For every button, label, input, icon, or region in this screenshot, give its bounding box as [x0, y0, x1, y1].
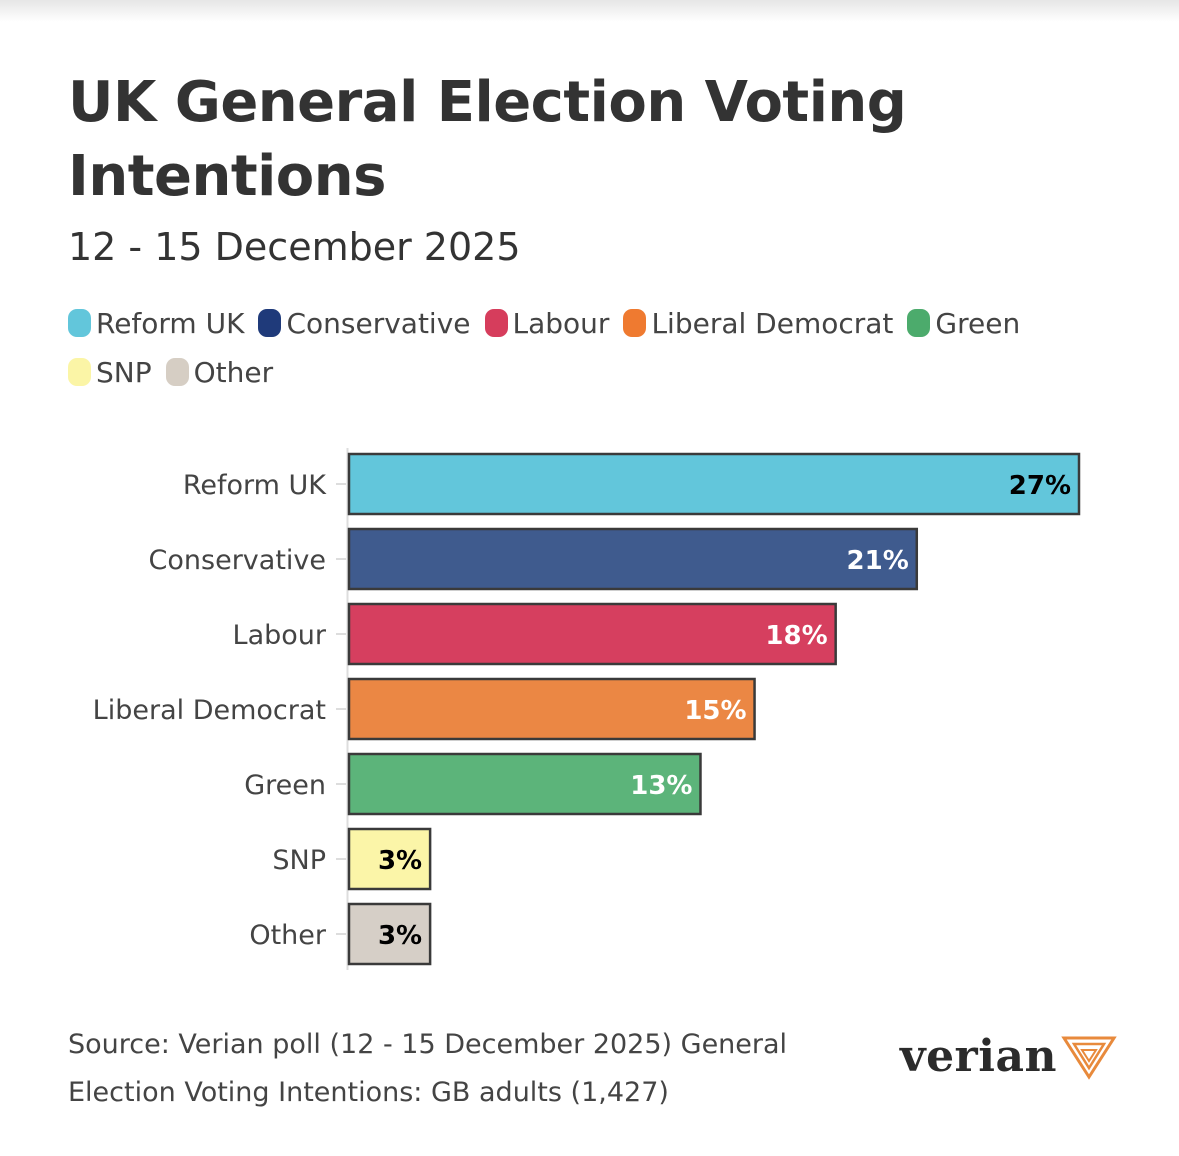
verian-logo: verian	[900, 1030, 1117, 1082]
legend-label: Liberal Democrat	[651, 306, 894, 340]
legend-item: Conservative	[258, 304, 471, 342]
verian-logo-icon	[1061, 1036, 1117, 1080]
legend: Reform UK Conservative Labour Liberal Democ…	[68, 304, 1128, 391]
legend-swatch	[623, 309, 647, 337]
bar-value-label: 15%	[684, 696, 746, 726]
legend-label: Reform UK	[96, 306, 245, 340]
legend-label: Labour	[512, 306, 610, 340]
legend-swatch	[258, 309, 282, 337]
legend-label: Conservative	[286, 306, 471, 340]
top-shadow	[0, 0, 1179, 22]
category-label: Labour	[233, 620, 327, 651]
bar-value-label: 3%	[378, 921, 422, 951]
bar	[347, 827, 432, 891]
bar-value-label: 3%	[378, 846, 422, 876]
category-label: Conservative	[149, 545, 326, 576]
logo-wordmark: verian	[900, 1030, 1057, 1082]
legend-swatch	[68, 358, 91, 386]
category-label: SNP	[272, 845, 326, 876]
legend-swatch	[68, 309, 91, 337]
category-label: Reform UK	[183, 470, 327, 501]
bar-value-label: 21%	[847, 546, 909, 576]
category-label: Liberal Democrat	[93, 695, 326, 726]
bar	[347, 452, 1081, 516]
legend-item: Reform UK	[68, 304, 244, 342]
legend-item: Green	[907, 304, 1020, 342]
chart-title: UK General Election Voting Intentions	[68, 70, 907, 209]
legend-swatch	[484, 309, 508, 337]
bar-value-label: 27%	[1009, 471, 1071, 501]
bar-value-label: 13%	[630, 771, 692, 801]
bar	[347, 527, 919, 591]
bar	[347, 677, 756, 741]
bar	[347, 752, 702, 816]
legend-swatch	[165, 358, 189, 386]
source-note: Source: Verian poll (12 - 15 December 20…	[68, 1029, 788, 1108]
bar	[347, 902, 432, 966]
category-label: Green	[244, 770, 326, 801]
legend-label: SNP	[96, 355, 152, 389]
legend-item: Liberal Democrat	[623, 304, 893, 342]
bar	[347, 602, 837, 666]
bar-chart: Reform UK 27% Conservative 21% Labour 18% Libe…	[93, 448, 1081, 970]
chart-subtitle: 12 - 15 December 2025	[68, 225, 521, 269]
legend-label: Green	[935, 306, 1021, 340]
bar-value-label: 18%	[765, 621, 827, 651]
legend-item: SNP	[68, 353, 152, 391]
category-label: Other	[249, 920, 327, 951]
legend-swatch	[907, 309, 931, 337]
legend-item: Other	[165, 353, 274, 391]
legend-item: Labour	[484, 304, 610, 342]
legend-label: Other	[193, 355, 274, 389]
